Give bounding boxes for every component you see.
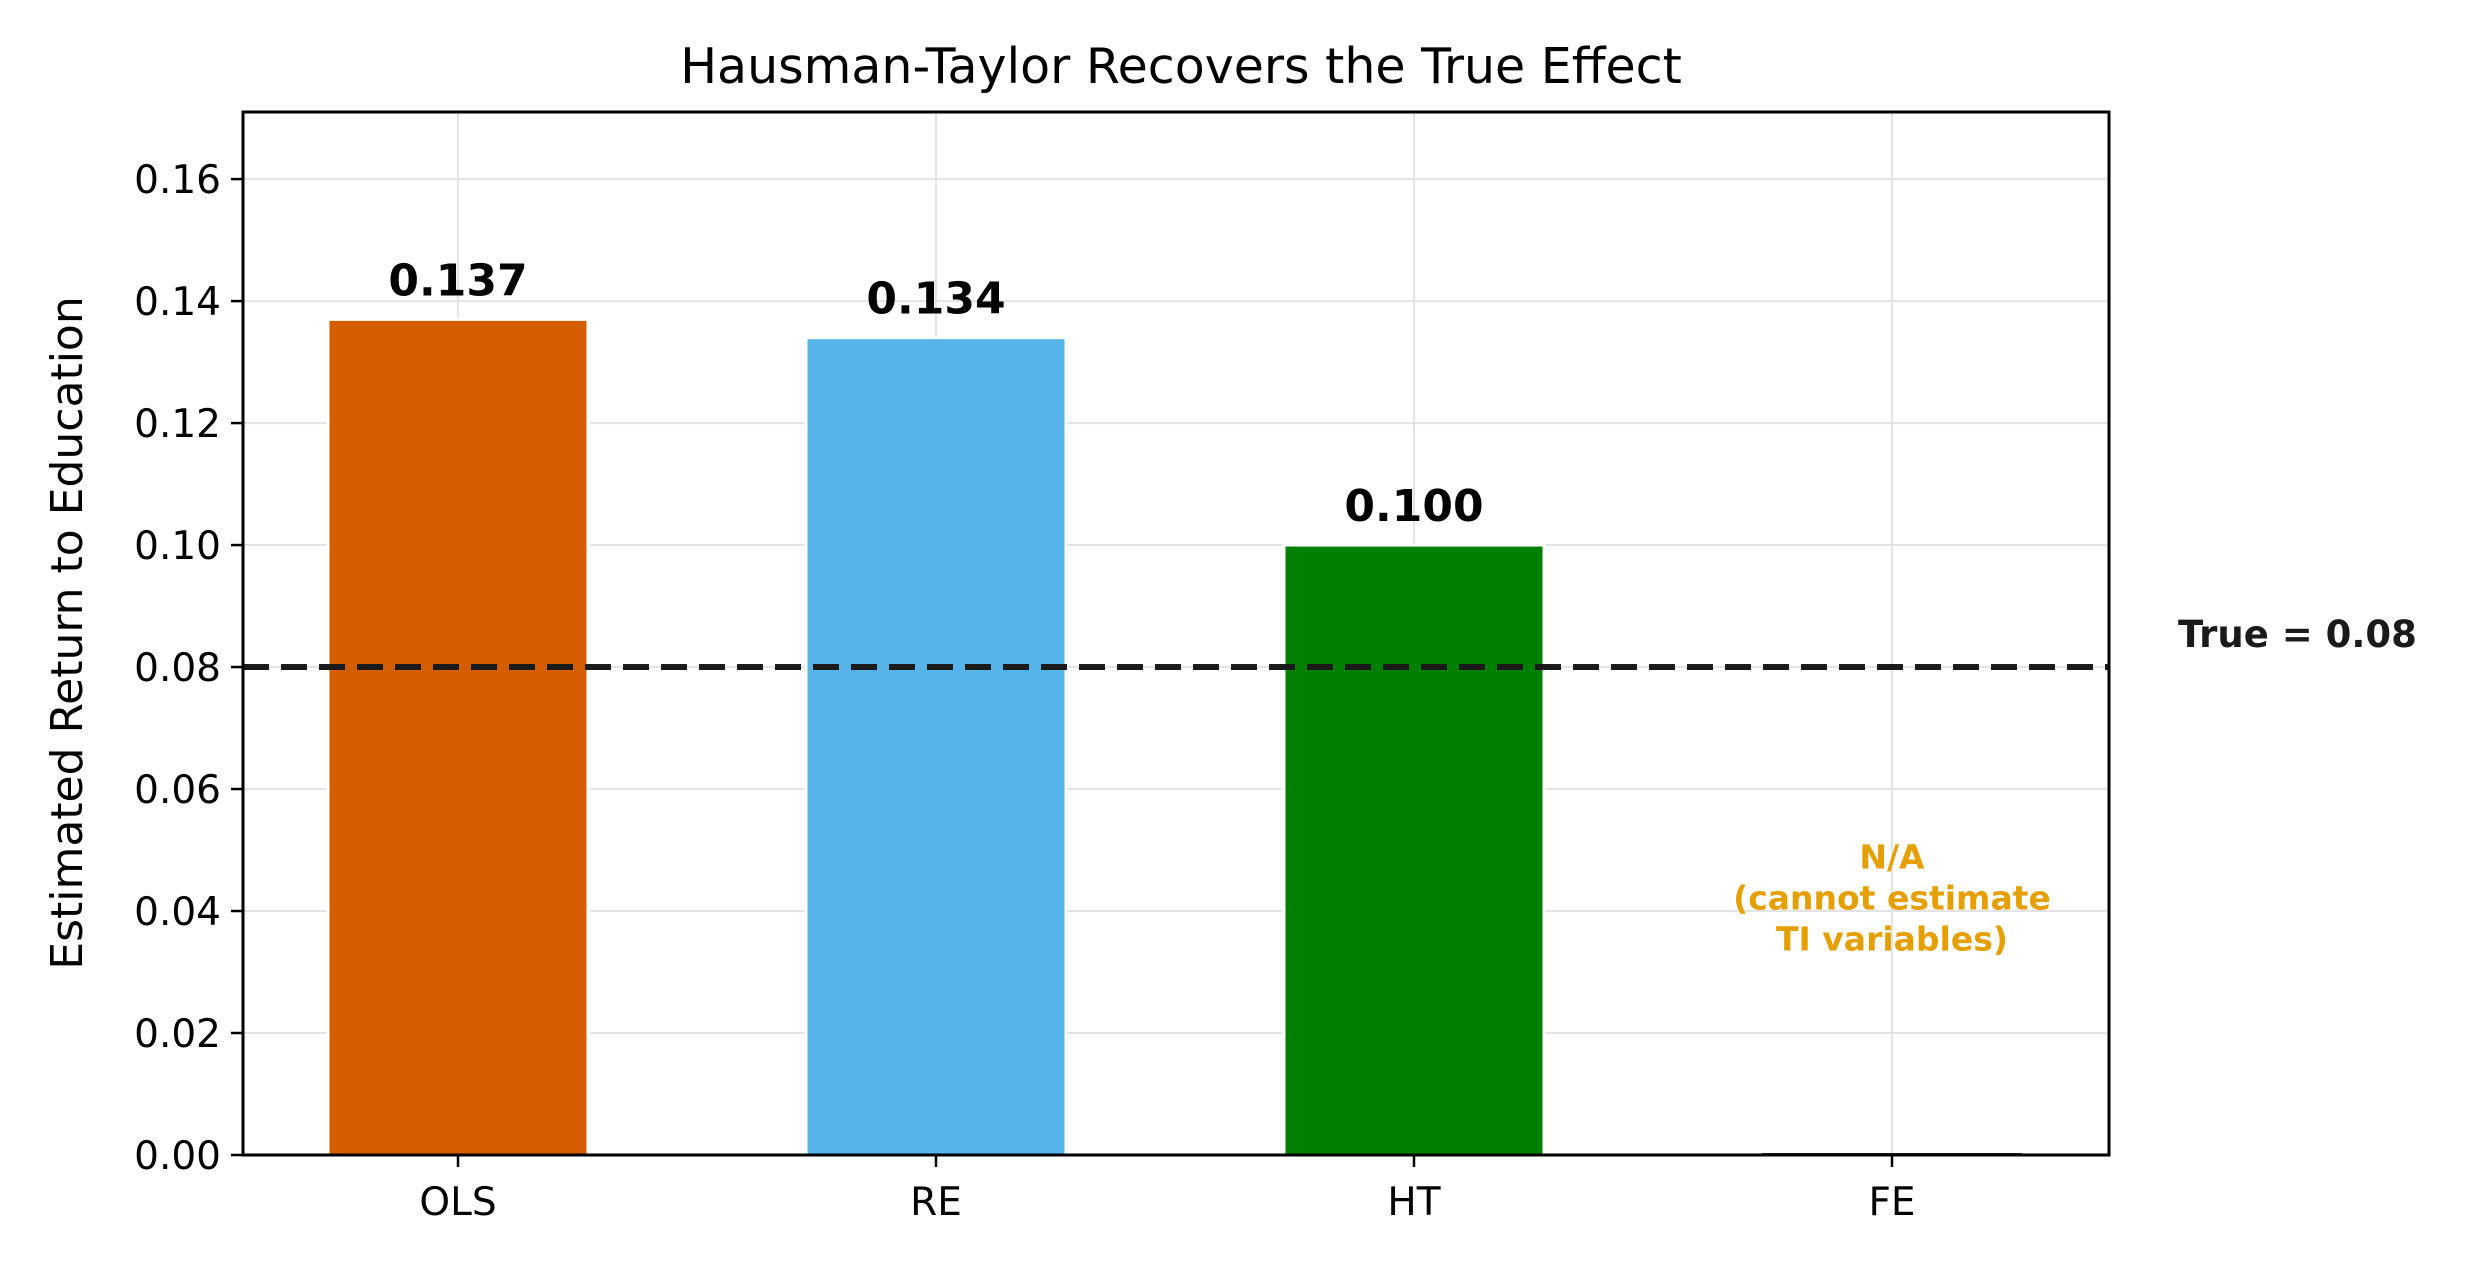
plot-frame [241,110,2111,1157]
bar-value-label: 0.137 [388,255,527,306]
x-tick-label: FE [1868,1180,1915,1225]
reference-line-label: True = 0.08 [2178,613,2417,656]
y-tick-label: 0.06 [134,768,221,813]
y-tick-label: 0.12 [134,402,221,447]
y-tick-label: 0.10 [134,524,221,569]
na-annotation-line: N/A [1859,837,1925,876]
y-tick-label: 0.08 [134,646,221,691]
bar-value-labels: 0.137 0.134 0.100 [388,255,1483,532]
chart-title: Hausman-Taylor Recovers the True Effect [680,38,1682,95]
bar-re [804,336,1068,1157]
bar-value-label: 0.134 [866,274,1005,325]
bar-value-label: 0.100 [1344,481,1483,532]
fe-na-annotation: N/A (cannot estimate TI variables) [1733,837,2051,958]
x-tick-label: RE [910,1180,962,1225]
bar-ols [326,317,590,1157]
x-tick-label: OLS [419,1180,496,1225]
bar-ht [1282,543,1546,1157]
na-annotation-line: TI variables) [1776,919,2008,958]
y-tick-label: 0.16 [134,158,221,203]
x-axis: OLS RE HT FE [419,1155,1916,1225]
y-tick-label: 0.14 [134,280,221,325]
y-tick-label: 0.04 [134,890,221,935]
y-axis-label: Estimated Return to Education [42,296,93,969]
na-annotation-line: (cannot estimate [1733,878,2051,917]
x-tick-label: HT [1387,1180,1440,1225]
y-axis: 0.00 0.02 0.04 0.06 0.08 0.10 0.12 0.14 0.16 [134,158,243,1179]
y-tick-label: 0.02 [134,1012,221,1057]
bars [326,317,2022,1157]
y-tick-label: 0.00 [134,1134,221,1179]
